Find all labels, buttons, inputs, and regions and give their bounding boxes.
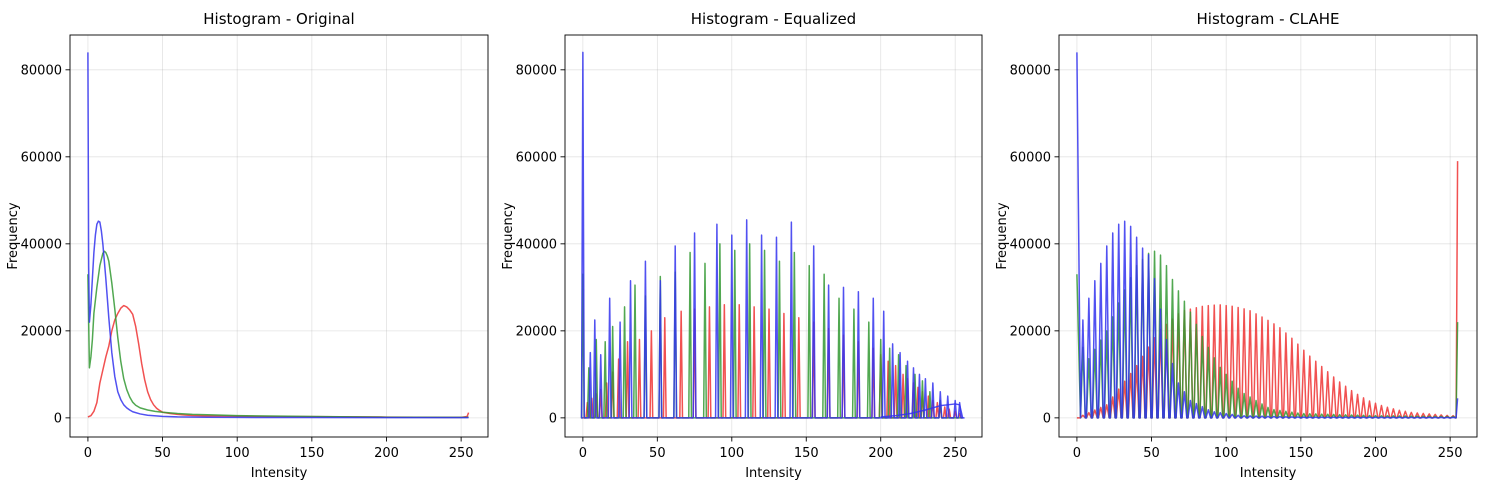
chart-panel-2: 0 50 100 150 200 250 0 20000 40000 60000 80000 Hist… <box>501 10 983 481</box>
chart-title: Histogram - CLAHE <box>1197 10 1340 28</box>
x-tick-label: 0 <box>579 446 587 461</box>
y-axis-label: Frequency <box>501 202 516 269</box>
x-tick-label: 100 <box>1214 446 1239 461</box>
y-axis-label: Frequency <box>995 202 1010 269</box>
x-tick-label: 50 <box>154 446 171 461</box>
y-tick-label: 40000 <box>1010 237 1051 252</box>
chart-title: Histogram - Original <box>203 10 354 28</box>
y-tick-label: 60000 <box>516 150 557 165</box>
x-tick-label: 150 <box>794 446 819 461</box>
x-tick-label: 200 <box>1363 446 1388 461</box>
x-tick-label: 200 <box>374 446 399 461</box>
y-tick-label: 80000 <box>516 63 557 78</box>
axes-frame <box>564 34 983 438</box>
y-tick-label: 0 <box>1043 411 1051 426</box>
y-tick-label: 80000 <box>21 63 62 78</box>
x-tick-label: 100 <box>719 446 744 461</box>
y-tick-label: 60000 <box>21 150 62 165</box>
x-tick-label: 250 <box>449 446 474 461</box>
y-tick-label: 60000 <box>1010 150 1051 165</box>
chart-panel-3: 0 50 100 150 200 250 0 20000 40000 60000 80000 Hist… <box>995 10 1478 481</box>
x-tick-label: 250 <box>943 446 968 461</box>
series-line-green <box>87 250 469 419</box>
y-tick-label: 40000 <box>21 237 62 252</box>
x-tick-label: 100 <box>225 446 250 461</box>
y-tick-label: 0 <box>549 411 557 426</box>
x-tick-label: 150 <box>1288 446 1313 461</box>
series-line-red <box>87 304 470 419</box>
x-axis-label: Intensity <box>251 466 308 481</box>
x-tick-label: 0 <box>1073 446 1081 461</box>
x-tick-label: 200 <box>868 446 893 461</box>
plot-area <box>87 52 470 419</box>
series-line-blue <box>580 51 965 419</box>
x-tick-label: 0 <box>84 446 92 461</box>
x-tick-label: 150 <box>299 446 324 461</box>
axes-frame <box>1058 34 1478 438</box>
x-tick-label: 250 <box>1438 446 1463 461</box>
chart-title: Histogram - Equalized <box>691 10 856 28</box>
y-tick-label: 20000 <box>21 324 62 339</box>
plot-area <box>580 51 965 419</box>
x-axis-label: Intensity <box>745 466 802 481</box>
y-tick-label: 20000 <box>516 324 557 339</box>
axes-frame <box>69 34 489 438</box>
y-tick-label: 0 <box>54 411 62 426</box>
y-axis-label: Frequency <box>6 202 21 269</box>
x-tick-label: 50 <box>649 446 666 461</box>
x-axis-label: Intensity <box>1240 466 1297 481</box>
x-tick-label: 50 <box>1143 446 1160 461</box>
series-line-blue <box>880 403 964 419</box>
y-tick-label: 40000 <box>516 237 557 252</box>
y-tick-label: 20000 <box>1010 324 1051 339</box>
series-line-blue <box>87 52 469 419</box>
chart-panel-1: 0 50 100 150 200 250 0 20000 40000 60000 80000 Hist… <box>6 10 489 481</box>
plot-area <box>1076 52 1459 419</box>
y-tick-label: 80000 <box>1010 63 1051 78</box>
series-line-blue <box>1076 52 1459 419</box>
